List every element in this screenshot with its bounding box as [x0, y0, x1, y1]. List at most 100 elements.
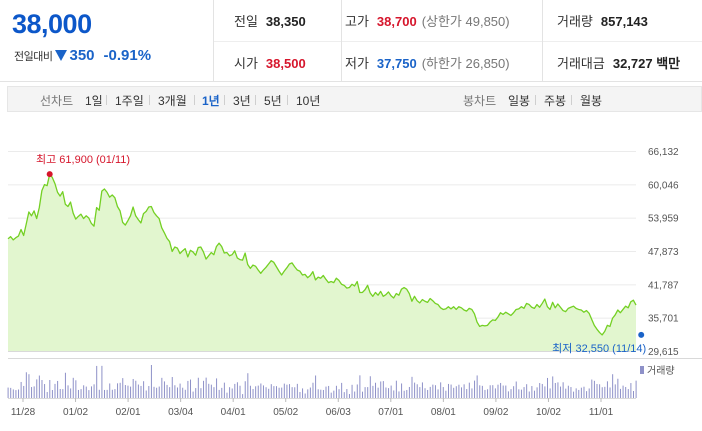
- volume-bar: [260, 383, 262, 398]
- separator: [535, 95, 536, 105]
- low-marker: [638, 331, 645, 338]
- high-annotation: 최고 61,900 (01/11): [36, 153, 130, 166]
- volume-bar: [223, 382, 225, 398]
- volume-bar: [544, 386, 546, 398]
- volume-label: 거래량: [557, 14, 593, 29]
- volume-bar: [492, 385, 494, 398]
- volume-bar: [96, 365, 98, 398]
- volume-bar: [312, 382, 314, 398]
- volume-bar: [604, 386, 606, 398]
- high-marker: [46, 171, 53, 178]
- trade-amount-value: 32,727 백만: [612, 56, 681, 71]
- volume-bar: [54, 383, 56, 398]
- volume-bar: [367, 387, 369, 398]
- volume-bar: [187, 380, 189, 398]
- volume-bar: [10, 387, 12, 398]
- candle-weekly[interactable]: 주봉: [544, 94, 567, 108]
- volume-bar: [612, 374, 614, 398]
- volume-bar: [291, 387, 293, 398]
- volume-bar: [75, 380, 77, 398]
- volume-bar: [299, 392, 301, 398]
- volume-bar: [343, 392, 345, 398]
- change-percent: -0.91%: [103, 47, 152, 64]
- volume-bar: [210, 384, 212, 398]
- period-5y[interactable]: 5년: [264, 94, 282, 108]
- volume-bar: [390, 385, 392, 398]
- volume-bar: [124, 385, 126, 398]
- volume-bar: [156, 387, 158, 398]
- volume-bar: [348, 394, 350, 398]
- period-1w[interactable]: 1주일: [115, 94, 144, 108]
- volume-bar: [382, 381, 384, 398]
- volume-bar: [560, 386, 562, 398]
- upper-limit: (상한가 49,850): [421, 14, 510, 29]
- volume-bar: [36, 379, 38, 398]
- low-price: 저가 37,750 (하한가 26,850): [345, 53, 510, 72]
- period-3m[interactable]: 3개월: [158, 94, 187, 108]
- volume-bar: [270, 384, 272, 398]
- annotations: 최고 61,900 (01/11) 최저 32,550 (11/14): [36, 153, 646, 355]
- period-1y[interactable]: 1년: [202, 94, 220, 108]
- volume-bar: [49, 380, 51, 398]
- price-area-fill: [8, 174, 636, 351]
- volume-bar: [565, 388, 567, 398]
- volume-bar: [221, 387, 223, 398]
- volume-bar: [494, 388, 496, 398]
- volume-bar: [239, 385, 241, 398]
- volume-value: 857,143: [600, 14, 648, 29]
- y-tick-label: 41,787: [648, 280, 679, 291]
- volume-bar: [356, 384, 358, 398]
- volume-bar: [635, 380, 637, 398]
- volume-bar: [570, 387, 572, 398]
- volume-bar: [315, 375, 317, 398]
- low-label: 저가: [345, 56, 369, 71]
- volume-bar: [7, 387, 9, 398]
- volume-bar: [286, 384, 288, 398]
- volume-bar: [283, 383, 285, 398]
- volume-bar: [289, 384, 291, 398]
- volume-bar: [31, 387, 33, 398]
- volume-bar: [25, 372, 27, 398]
- volume-bar: [573, 391, 575, 398]
- candle-monthly[interactable]: 월봉: [580, 94, 603, 108]
- lower-limit: (하한가 26,850): [421, 56, 510, 71]
- volume-bar: [606, 381, 608, 398]
- volume-bar: [518, 389, 520, 398]
- volume-bar: [447, 383, 449, 398]
- period-1d[interactable]: 1일: [85, 94, 103, 108]
- separator: [571, 95, 572, 105]
- volume-bar: [450, 384, 452, 398]
- candle-daily[interactable]: 일봉: [508, 94, 531, 108]
- period-3y[interactable]: 3년: [233, 94, 251, 108]
- open-label: 시가: [234, 56, 258, 71]
- quote-panel: 38,000 전일대비 350 -0.91% 전일 38,350 고가 38,700…: [0, 0, 702, 82]
- volume-bar: [307, 389, 309, 398]
- volume-bar: [338, 389, 340, 398]
- volume-bar: [229, 387, 231, 398]
- volume-bar: [578, 389, 580, 398]
- volume-bar: [395, 380, 397, 398]
- high-value: 38,700: [376, 14, 417, 29]
- volume-bar: [38, 375, 40, 398]
- volume-bar: [213, 387, 215, 398]
- volume-bar: [20, 381, 22, 398]
- volume-bar: [411, 376, 413, 398]
- period-10y[interactable]: 10년: [296, 94, 321, 108]
- volume-bar: [184, 389, 186, 398]
- volume-bar: [304, 393, 306, 398]
- volume-bar: [296, 383, 298, 398]
- volume-bar: [317, 389, 319, 398]
- volume-bar: [67, 385, 69, 398]
- volume-bar: [200, 388, 202, 398]
- volume-bar: [484, 389, 486, 398]
- volume-bar: [351, 384, 353, 398]
- volume-bar: [593, 380, 595, 398]
- change-value: 350: [69, 47, 95, 64]
- line-chart-title: 선차트: [40, 94, 74, 108]
- volume-bar: [445, 390, 447, 398]
- volume-bar: [216, 378, 218, 398]
- volume-bar: [500, 382, 502, 398]
- volume-bar: [57, 380, 59, 398]
- volume-bar: [88, 390, 90, 398]
- volume-bar: [463, 384, 465, 398]
